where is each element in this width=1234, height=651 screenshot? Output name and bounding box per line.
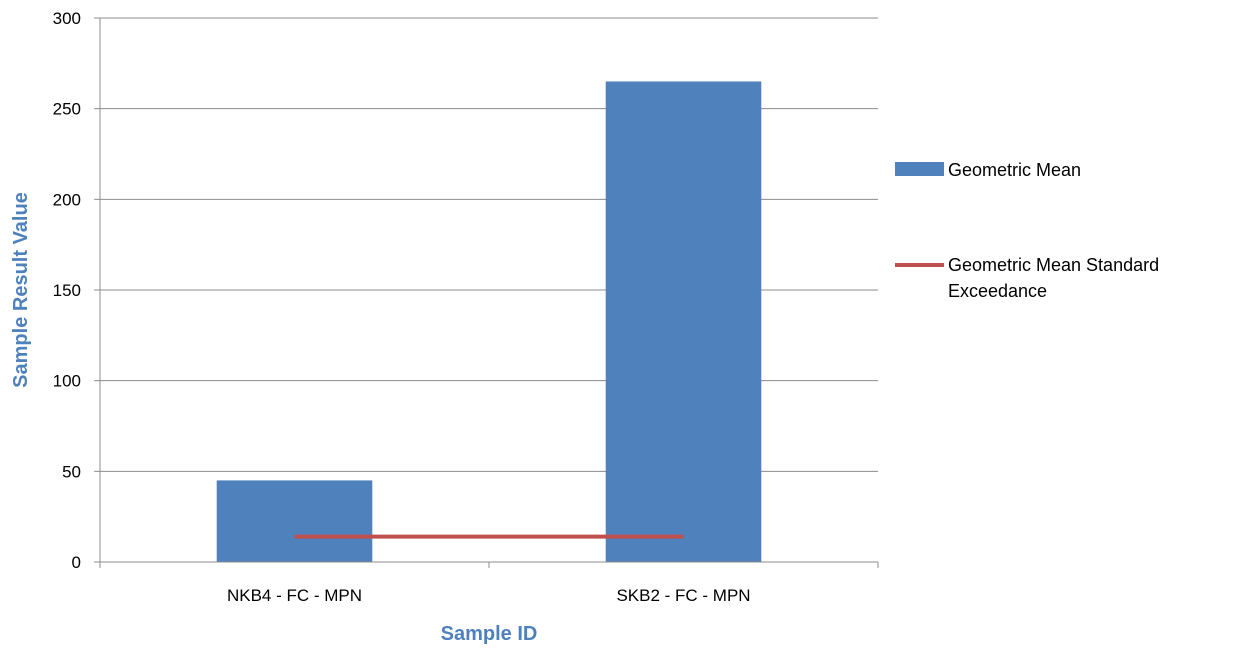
x-tick-label: NKB4 - FC - MPN [227, 586, 362, 605]
y-tick-label: 100 [53, 372, 81, 391]
bar [605, 81, 762, 562]
legend-label: Geometric Mean Standard Exceedance [948, 255, 1159, 301]
legend-label-line: Geometric Mean Standard [948, 255, 1159, 275]
axes [94, 17, 879, 568]
y-tick-label: 300 [53, 9, 81, 28]
x-tick-labels: NKB4 - FC - MPN SKB2 - FC - MPN [227, 586, 751, 605]
bar-series [216, 81, 762, 562]
legend-swatch-bar [895, 162, 944, 176]
y-tick-label: 200 [53, 190, 81, 209]
y-tick-label: 250 [53, 100, 81, 119]
bar [216, 480, 373, 562]
legend: Geometric Mean Geometric Mean Standard Exc… [895, 160, 1159, 301]
y-tick-label: 50 [62, 462, 81, 481]
legend-label-line: Geometric Mean [948, 160, 1081, 180]
legend-label: Geometric Mean [948, 160, 1081, 180]
legend-label-line: Exceedance [948, 281, 1047, 301]
y-tick-labels: 0 50 100 150 200 250 300 [53, 9, 81, 572]
y-axis-title: Sample Result Value [10, 192, 32, 388]
y-tick-label: 150 [53, 281, 81, 300]
y-tick-label: 0 [72, 553, 81, 572]
x-axis-title: Sample ID [441, 623, 538, 645]
x-tick-label: SKB2 - FC - MPN [616, 586, 750, 605]
